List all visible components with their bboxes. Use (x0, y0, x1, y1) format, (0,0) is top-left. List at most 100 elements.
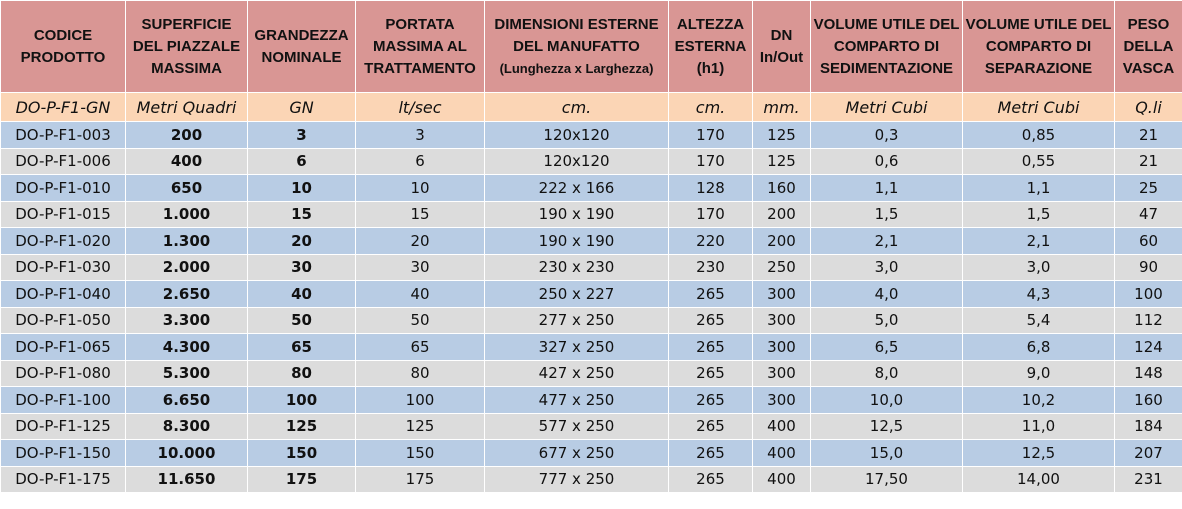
header-text: VOLUME UTILE DEL COMPARTO DI SEPARAZIONE (965, 15, 1112, 77)
data-cell: DO-P-F1-150 (0, 439, 126, 467)
unit-cell: Metri Cubi (810, 92, 963, 122)
data-cell: 30 (247, 253, 356, 281)
data-cell: 1,5 (810, 200, 963, 228)
data-cell: 677 x 250 (484, 439, 669, 467)
data-cell: 124 (1114, 333, 1182, 361)
data-cell: DO-P-F1-125 (0, 412, 126, 440)
data-row: DO-P-F1-020 1.300 20 20 190 x 190 220 200 2,1 2,… (0, 227, 1182, 255)
data-cell: 300 (752, 280, 811, 308)
data-cell: 3.300 (125, 306, 248, 334)
unit-cell: GN (247, 92, 356, 122)
data-cell: DO-P-F1-015 (0, 200, 126, 228)
data-row: DO-P-F1-006 400 6 6 120x120 170 125 0,6 0,55 21 (0, 147, 1182, 175)
data-cell: 100 (247, 386, 356, 414)
unit-cell: DO-P-F1-GN (0, 92, 126, 122)
data-cell: 175 (247, 465, 356, 493)
header-row: CODICE PRODOTTO SUPERFICIE DEL PIAZZALE M… (0, 0, 1182, 93)
data-row: DO-P-F1-030 2.000 30 30 230 x 230 230 250 3,0 3,… (0, 253, 1182, 281)
data-cell: 12,5 (810, 412, 963, 440)
data-cell: 400 (752, 412, 811, 440)
data-cell: 50 (247, 306, 356, 334)
data-cell: 80 (355, 359, 485, 387)
header-text: ALTEZZA ESTERNA (h1) (674, 15, 747, 77)
unit-cell: Metri Quadri (125, 92, 248, 122)
data-cell: 11,0 (962, 412, 1115, 440)
data-cell: 1,1 (962, 174, 1115, 202)
data-cell: 207 (1114, 439, 1182, 467)
data-cell: 650 (125, 174, 248, 202)
data-cell: 21 (1114, 147, 1182, 175)
data-cell: DO-P-F1-080 (0, 359, 126, 387)
data-cell: 2,1 (962, 227, 1115, 255)
data-cell: 170 (668, 200, 753, 228)
unit-cell: cm. (484, 92, 669, 122)
product-table: CODICE PRODOTTO SUPERFICIE DEL PIAZZALE M… (0, 0, 1182, 493)
data-cell: DO-P-F1-030 (0, 253, 126, 281)
data-cell: 80 (247, 359, 356, 387)
data-cell: 11.650 (125, 465, 248, 493)
header-text: VOLUME UTILE DEL COMPARTO DI SEDIMENTAZI… (813, 15, 960, 77)
data-cell: 148 (1114, 359, 1182, 387)
data-cell: 175 (355, 465, 485, 493)
data-cell: 6.650 (125, 386, 248, 414)
data-cell: 14,00 (962, 465, 1115, 493)
data-cell: 100 (1114, 280, 1182, 308)
header-text: SUPERFICIE DEL PIAZZALE MASSIMA (132, 15, 241, 77)
header-text: GRANDEZZA NOMINALE (254, 26, 349, 66)
data-cell: 1,5 (962, 200, 1115, 228)
data-cell: 250 x 227 (484, 280, 669, 308)
data-cell: 327 x 250 (484, 333, 669, 361)
data-cell: 4.300 (125, 333, 248, 361)
header-text: PESO DELLA VASCA (1122, 15, 1175, 77)
data-cell: 125 (752, 147, 811, 175)
data-cell: 10 (355, 174, 485, 202)
data-cell: 6,5 (810, 333, 963, 361)
header-text: PORTATA MASSIMA AL TRATTAMENTO (364, 15, 476, 77)
data-cell: 17,50 (810, 465, 963, 493)
data-cell: 222 x 166 (484, 174, 669, 202)
data-cell: 170 (668, 121, 753, 149)
data-cell: 231 (1114, 465, 1182, 493)
data-cell: 3,0 (810, 253, 963, 281)
header-cell: PORTATA MASSIMA AL TRATTAMENTO (355, 0, 485, 93)
data-cell: DO-P-F1-175 (0, 465, 126, 493)
data-cell: DO-P-F1-006 (0, 147, 126, 175)
data-cell: 120x120 (484, 121, 669, 149)
data-row: DO-P-F1-015 1.000 15 15 190 x 190 170 200 1,5 1,… (0, 200, 1182, 228)
header-cell: VOLUME UTILE DEL COMPARTO DI SEPARAZIONE (962, 0, 1115, 93)
data-cell: 5.300 (125, 359, 248, 387)
data-cell: 400 (752, 465, 811, 493)
data-cell: 300 (752, 333, 811, 361)
data-cell: 128 (668, 174, 753, 202)
data-cell: 10.000 (125, 439, 248, 467)
data-cell: 2,1 (810, 227, 963, 255)
unit-cell: Q.li (1114, 92, 1182, 122)
header-cell: GRANDEZZA NOMINALE (247, 0, 356, 93)
data-cell: DO-P-F1-065 (0, 333, 126, 361)
units-row: DO-P-F1-GN Metri Quadri GN lt/sec cm. cm. mm. M… (0, 92, 1182, 122)
data-cell: 20 (247, 227, 356, 255)
header-note: (Lunghezza x Larghezza) (499, 60, 654, 76)
table-body: CODICE PRODOTTO SUPERFICIE DEL PIAZZALE M… (0, 0, 1182, 493)
data-cell: 20 (355, 227, 485, 255)
data-cell: 6 (247, 147, 356, 175)
header-text: DIMENSIONI ESTERNE DEL MANUFATTO (494, 15, 659, 55)
data-cell: 265 (668, 280, 753, 308)
data-cell: 30 (355, 253, 485, 281)
header-cell: CODICE PRODOTTO (0, 0, 126, 93)
data-cell: 8.300 (125, 412, 248, 440)
data-cell: 1.300 (125, 227, 248, 255)
data-cell: 0,3 (810, 121, 963, 149)
data-cell: 265 (668, 386, 753, 414)
data-row: DO-P-F1-010 650 10 10 222 x 166 128 160 1,1 1,1 2… (0, 174, 1182, 202)
data-row: DO-P-F1-150 10.000 150 150 677 x 250 265 400 15… (0, 439, 1182, 467)
header-text: DN In/Out (759, 26, 804, 66)
data-cell: 3,0 (962, 253, 1115, 281)
data-cell: 5,4 (962, 306, 1115, 334)
data-cell: 120x120 (484, 147, 669, 175)
data-cell: 25 (1114, 174, 1182, 202)
data-cell: 125 (752, 121, 811, 149)
data-cell: 200 (752, 200, 811, 228)
data-cell: 112 (1114, 306, 1182, 334)
data-cell: DO-P-F1-003 (0, 121, 126, 149)
